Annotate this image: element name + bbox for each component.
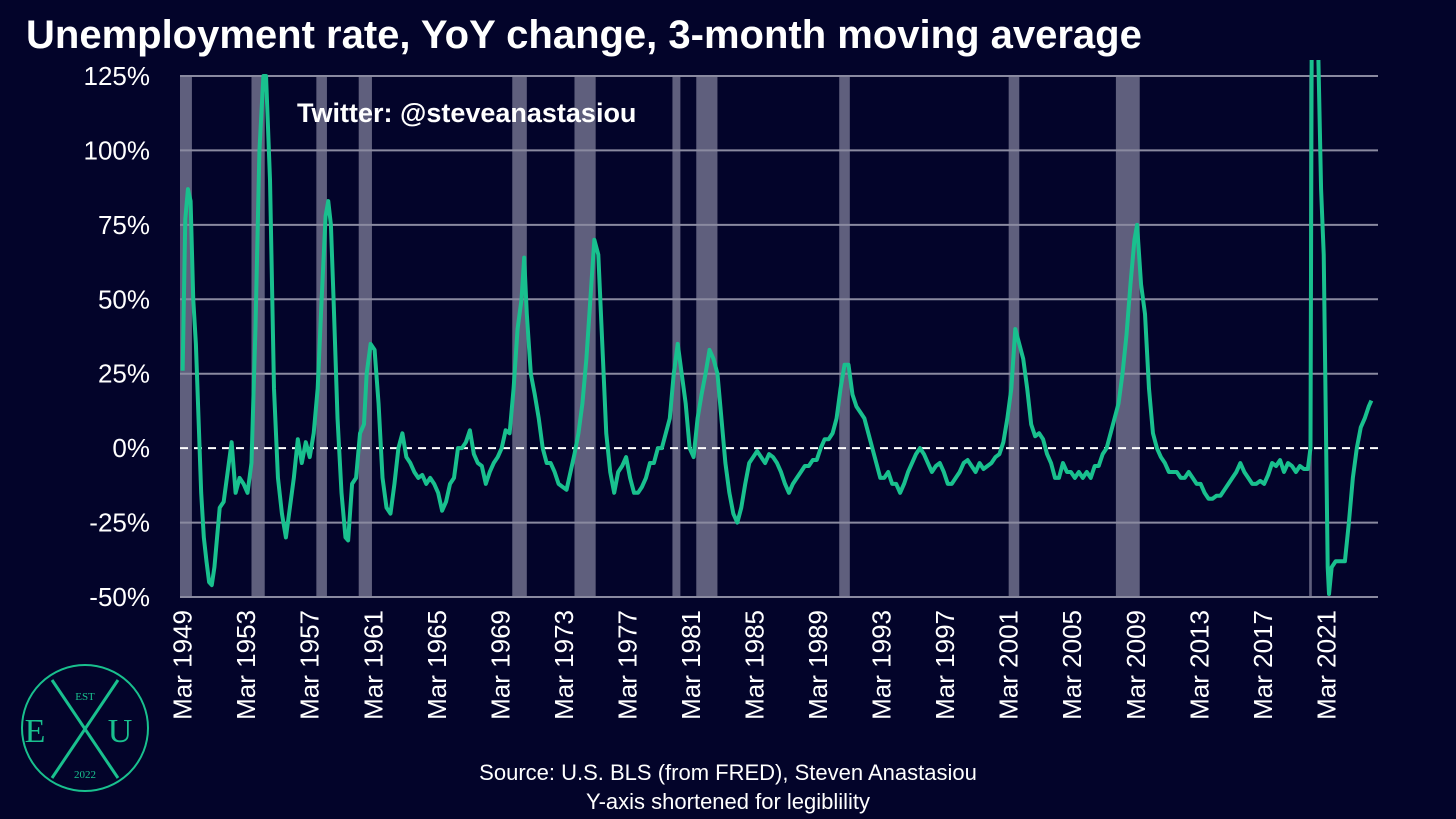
- x-tick-label: Mar 2017: [1248, 610, 1278, 720]
- y-tick-label: 0%: [112, 433, 150, 463]
- source: Source: U.S. BLS (from FRED), Steven Ana…: [479, 760, 977, 785]
- logo-right: U: [108, 713, 133, 750]
- recession-band: [512, 76, 527, 597]
- y-tick-label: 100%: [84, 135, 151, 165]
- y-tick-label: 25%: [98, 359, 150, 389]
- x-tick-label: Mar 1973: [549, 610, 579, 720]
- grid: [180, 75, 1378, 598]
- x-tick-label: Mar 2009: [1121, 610, 1151, 720]
- recession-band: [574, 76, 596, 597]
- recession-band: [672, 76, 681, 597]
- x-tick-label: Mar 1949: [168, 610, 198, 720]
- x-tick-label: Mar 1997: [930, 610, 960, 720]
- x-tick-label: Mar 1957: [295, 610, 325, 720]
- y-tick-label: -25%: [89, 508, 150, 538]
- x-tick-label: Mar 1969: [485, 610, 515, 720]
- logo-left: E: [25, 713, 46, 750]
- x-tick-label: Mar 1977: [612, 610, 642, 720]
- recession-band: [358, 76, 372, 597]
- x-tick-label: Mar 2013: [1184, 610, 1214, 720]
- series: [180, 60, 1374, 597]
- x-tick-label: Mar 2005: [1057, 610, 1087, 720]
- logo-bottom: 2022: [74, 769, 96, 781]
- x-tick-label: Mar 1981: [676, 610, 706, 720]
- logo-cross: [50, 679, 120, 779]
- x-tick-label: Mar 2021: [1311, 610, 1341, 720]
- axis-labels: -50% -25% 0% 25% 50% 75% 100% 125% Mar 1949 Mar 1…: [84, 61, 1342, 720]
- x-tick-label: Mar 1965: [422, 610, 452, 720]
- recession-band: [839, 76, 850, 597]
- x-tick-label: Mar 1961: [358, 610, 388, 720]
- logo-top: EST: [75, 691, 95, 703]
- y-tick-label: 75%: [98, 210, 150, 240]
- y-tick-label: 50%: [98, 284, 150, 314]
- recession-band: [251, 76, 265, 597]
- x-tick-label: Mar 1985: [740, 610, 770, 720]
- logo-ring: [21, 664, 149, 792]
- x-tick-label: Mar 1989: [803, 610, 833, 720]
- annotation: Twitter: @steveanastasiou: [297, 98, 636, 128]
- recession-band: [696, 76, 718, 597]
- y-tick-label: -50%: [89, 582, 150, 612]
- x-tick-label: Mar 1993: [867, 610, 897, 720]
- x-tick-label: Mar 1953: [231, 610, 261, 720]
- chart-title: Unemployment rate, YoY change, 3-month m…: [26, 13, 1142, 57]
- data-line: [180, 60, 1374, 597]
- y-tick-label: 125%: [84, 61, 151, 91]
- recession-band: [180, 76, 192, 597]
- x-tick-label: Mar 2001: [994, 610, 1024, 720]
- note: Y-axis shortened for legiblility: [586, 789, 870, 814]
- logo: EST E U 2022: [21, 664, 149, 792]
